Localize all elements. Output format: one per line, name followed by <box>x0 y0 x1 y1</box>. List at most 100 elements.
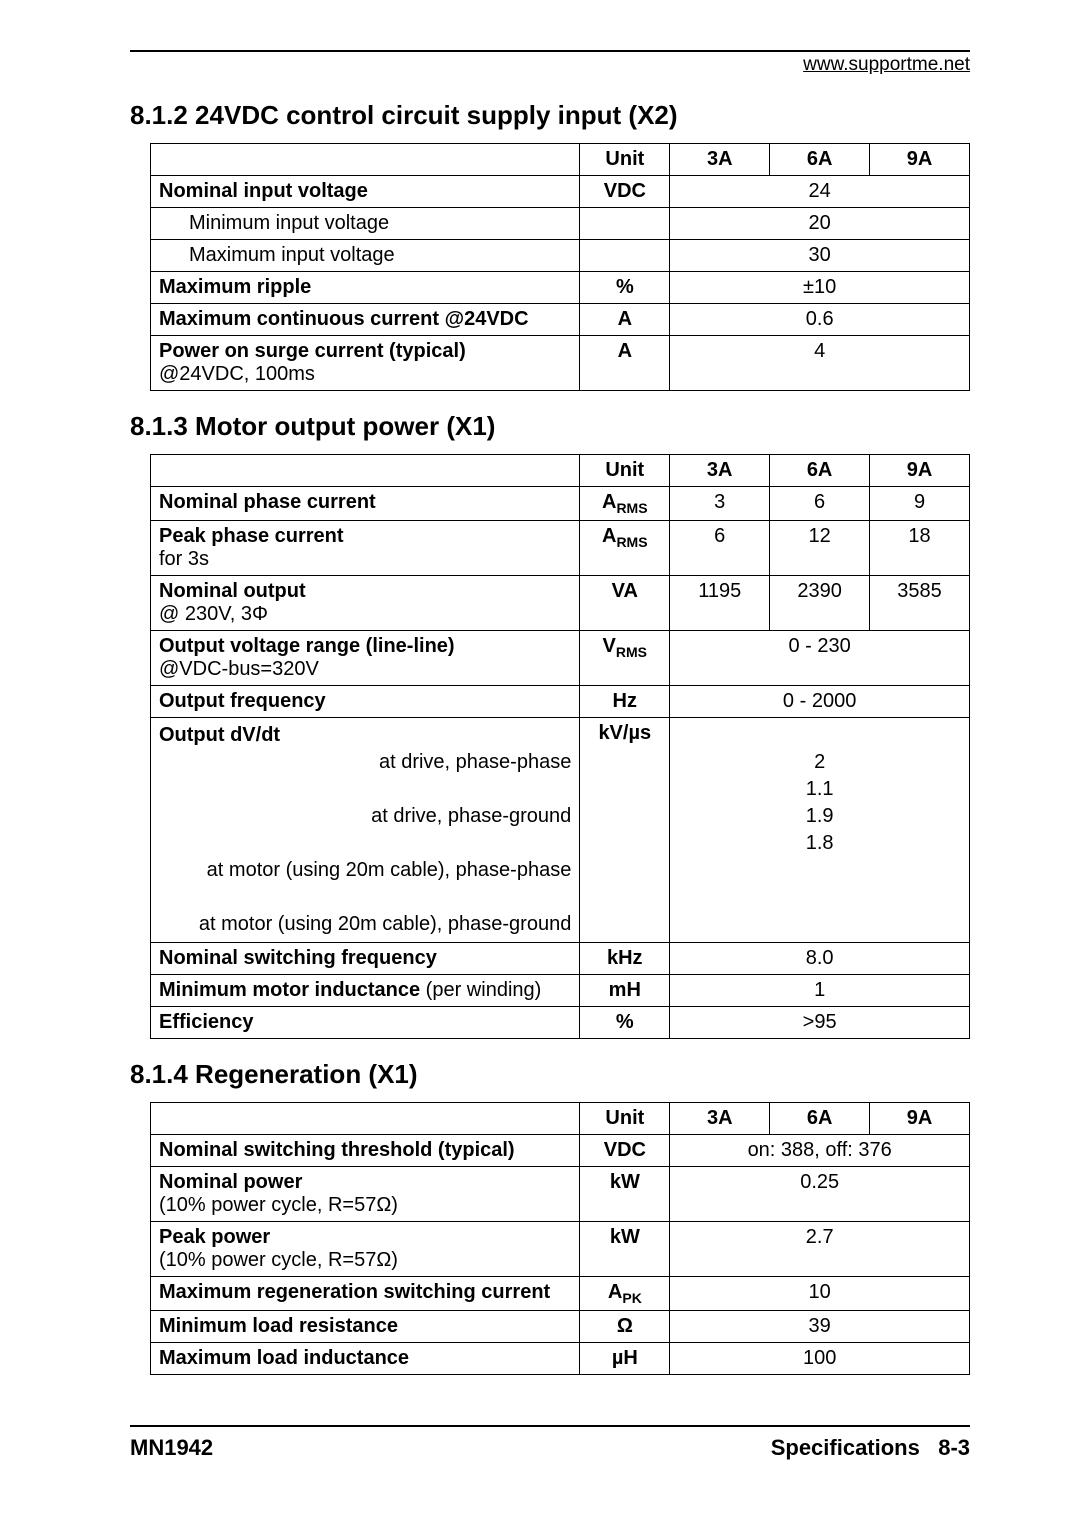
table-row: Nominal input voltageVDC24 <box>151 176 970 208</box>
table-header-cell: 9A <box>870 455 970 487</box>
param-cell: Minimum motor inductance (per winding) <box>151 975 580 1007</box>
unit-cell: VDC <box>580 176 670 208</box>
value-cell: 0.25 <box>670 1167 970 1222</box>
value-cell: 2390 <box>770 576 870 631</box>
value-cell: 0 - 2000 <box>670 686 970 718</box>
param-cell: Maximum continuous current @24VDC <box>151 304 580 336</box>
value-cell: 24 <box>670 176 970 208</box>
param-cell: Output frequency <box>151 686 580 718</box>
unit-cell: kHz <box>580 943 670 975</box>
table-header-cell: 6A <box>770 1103 870 1135</box>
table-row: Nominal switching threshold (typical)VDC… <box>151 1135 970 1167</box>
param-cell: Maximum input voltage <box>151 240 580 272</box>
table-row: Power on surge current (typical)@24VDC, … <box>151 336 970 391</box>
footer-left: MN1942 <box>130 1435 213 1461</box>
table-header-cell: 3A <box>670 455 770 487</box>
table-row: Output dV/dtat drive, phase-phaseat driv… <box>151 718 970 943</box>
table-header-cell: Unit <box>580 455 670 487</box>
header-rule <box>130 50 970 52</box>
table-row: Maximum regeneration switching currentAP… <box>151 1277 970 1311</box>
param-cell: Nominal power(10% power cycle, R=57Ω) <box>151 1167 580 1222</box>
param-cell: Minimum load resistance <box>151 1311 580 1343</box>
table-header-cell: 9A <box>870 144 970 176</box>
param-cell: Peak phase currentfor 3s <box>151 521 580 576</box>
value-cell: 100 <box>670 1343 970 1375</box>
param-cell: Nominal input voltage <box>151 176 580 208</box>
table-row: Nominal phase currentARMS369 <box>151 487 970 521</box>
unit-cell: A <box>580 304 670 336</box>
section-812-heading: 8.1.2 24VDC control circuit supply input… <box>130 100 970 131</box>
value-cell: ±10 <box>670 272 970 304</box>
unit-cell: Ω <box>580 1311 670 1343</box>
table-814: Unit3A6A9ANominal switching threshold (t… <box>150 1102 970 1375</box>
table-header-cell: 6A <box>770 455 870 487</box>
value-cell: 6 <box>770 487 870 521</box>
unit-cell: ARMS <box>580 521 670 576</box>
table-header-cell: 3A <box>670 1103 770 1135</box>
param-cell: Nominal phase current <box>151 487 580 521</box>
table-header-cell <box>151 455 580 487</box>
table-813: Unit3A6A9ANominal phase currentARMS369Pe… <box>150 454 970 1039</box>
unit-cell: mH <box>580 975 670 1007</box>
value-cell: 20 <box>670 208 970 240</box>
table-row: Maximum ripple%±10 <box>151 272 970 304</box>
unit-cell: VRMS <box>580 631 670 686</box>
value-cell: 8.0 <box>670 943 970 975</box>
param-cell: Nominal switching threshold (typical) <box>151 1135 580 1167</box>
unit-cell: kV/µs <box>580 718 670 943</box>
unit-cell: µH <box>580 1343 670 1375</box>
param-cell: Efficiency <box>151 1007 580 1039</box>
table-header-cell: 9A <box>870 1103 970 1135</box>
table-row: Nominal output@ 230V, 3ΦVA119523903585 <box>151 576 970 631</box>
table-row: Maximum input voltage30 <box>151 240 970 272</box>
table-row: Minimum input voltage 20 <box>151 208 970 240</box>
unit-cell <box>580 240 670 272</box>
param-cell: Power on surge current (typical)@24VDC, … <box>151 336 580 391</box>
table-row: Nominal switching frequencykHz8.0 <box>151 943 970 975</box>
table-row: Output voltage range (line-line)@VDC-bus… <box>151 631 970 686</box>
unit-cell: APK <box>580 1277 670 1311</box>
table-row: Nominal power(10% power cycle, R=57Ω)kW0… <box>151 1167 970 1222</box>
param-cell: Maximum ripple <box>151 272 580 304</box>
table-row: Peak power(10% power cycle, R=57Ω)kW2.7 <box>151 1222 970 1277</box>
table-row: Efficiency%>95 <box>151 1007 970 1039</box>
value-cell: >95 <box>670 1007 970 1039</box>
param-cell: Maximum regeneration switching current <box>151 1277 580 1311</box>
value-cell: 18 <box>870 521 970 576</box>
table-header-cell <box>151 144 580 176</box>
param-cell: Minimum input voltage <box>151 208 580 240</box>
value-cell: 21.11.91.8 <box>670 718 970 943</box>
table-row: Peak phase currentfor 3sARMS61218 <box>151 521 970 576</box>
footer-row: MN1942 Specifications 8-3 <box>130 1435 970 1461</box>
value-cell: 39 <box>670 1311 970 1343</box>
table-header-cell <box>151 1103 580 1135</box>
table-row: Maximum continuous current @24VDCA0.6 <box>151 304 970 336</box>
unit-cell: A <box>580 336 670 391</box>
param-cell: Output dV/dtat drive, phase-phaseat driv… <box>151 718 580 943</box>
unit-cell: kW <box>580 1222 670 1277</box>
param-cell: Nominal output@ 230V, 3Φ <box>151 576 580 631</box>
footer-rule <box>130 1425 970 1435</box>
section-814-heading: 8.1.4 Regeneration (X1) <box>130 1059 970 1090</box>
value-cell: 4 <box>670 336 970 391</box>
section-813-heading: 8.1.3 Motor output power (X1) <box>130 411 970 442</box>
value-cell: 1195 <box>670 576 770 631</box>
page-container: www.supportme.net 8.1.2 24VDC control ci… <box>0 0 1080 1511</box>
footer-right: Specifications 8-3 <box>771 1435 970 1461</box>
unit-cell: VDC <box>580 1135 670 1167</box>
table-row: Maximum load inductanceµH100 <box>151 1343 970 1375</box>
footer-page: 8-3 <box>938 1435 970 1460</box>
unit-cell: ARMS <box>580 487 670 521</box>
table-row: Output frequencyHz0 - 2000 <box>151 686 970 718</box>
param-cell: Maximum load inductance <box>151 1343 580 1375</box>
unit-cell: kW <box>580 1167 670 1222</box>
unit-cell: % <box>580 272 670 304</box>
table-header-cell: 3A <box>670 144 770 176</box>
table-header-cell: Unit <box>580 144 670 176</box>
value-cell: 2.7 <box>670 1222 970 1277</box>
table-header-cell: 6A <box>770 144 870 176</box>
value-cell: 0.6 <box>670 304 970 336</box>
value-cell: 9 <box>870 487 970 521</box>
unit-cell: % <box>580 1007 670 1039</box>
value-cell: 3585 <box>870 576 970 631</box>
